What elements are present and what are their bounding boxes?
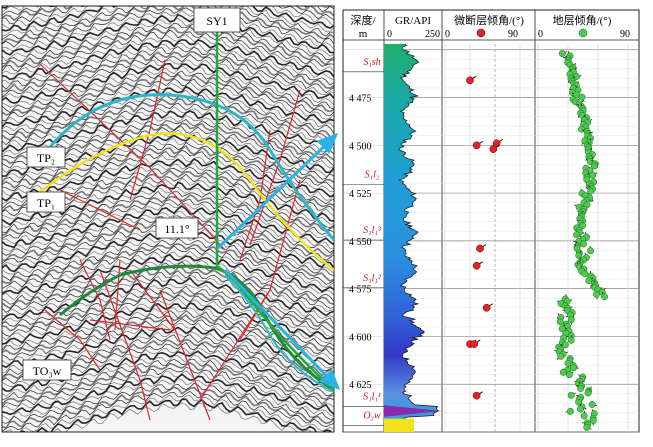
formation-label: S₁l₁³: [363, 225, 382, 236]
strata-header: 地层倾角/(°): [553, 14, 612, 27]
formation-label: S₁l₁¹: [363, 391, 381, 402]
horizon-label-tp2: TP₂: [27, 147, 65, 167]
svg-text:TP₂: TP₂: [37, 151, 55, 165]
formation-label: S₁l₂: [365, 170, 380, 181]
strata-dip-point: [568, 392, 574, 398]
strata-dip-point: [576, 252, 582, 258]
formation-label: S₁sh: [363, 57, 380, 68]
strata-dip-point: [589, 172, 595, 178]
gr-max: 250: [425, 29, 440, 40]
horizon-label-tp1: TP₁: [27, 192, 65, 212]
svg-text:TO₃w: TO₃w: [33, 364, 62, 378]
fault-dip-point: [466, 77, 473, 84]
fault-min: 0: [445, 29, 450, 40]
strata-dip-point: [589, 401, 595, 407]
depth-label: 4 475: [349, 94, 372, 105]
gr-base-fill: [384, 419, 414, 432]
fault-dip-point: [473, 392, 480, 399]
strata-dip-point: [573, 232, 579, 238]
strata-dip-point: [562, 342, 568, 348]
strata-legend-dot: [579, 29, 587, 37]
depth-label: 4 525: [349, 189, 372, 200]
strata-dip-point: [587, 248, 593, 254]
strata-dip-point: [584, 424, 590, 430]
depth-label: 4 500: [349, 141, 372, 152]
svg-text:TP₁: TP₁: [37, 196, 55, 210]
fault-dip-point: [476, 245, 483, 252]
strata-dip-point: [559, 50, 565, 56]
strata-dip-point: [560, 369, 566, 375]
strata-min: 0: [538, 29, 543, 40]
fault-dip-point: [473, 142, 480, 149]
depth-header: 深度/: [350, 13, 376, 27]
strata-dip-point: [557, 319, 563, 325]
depth-label: 4 550: [349, 237, 372, 248]
strata-dip-point: [566, 371, 572, 377]
gr-min: 0: [387, 29, 392, 40]
svg-text:11.1°: 11.1°: [164, 222, 190, 236]
formation-label: O₃w: [363, 410, 381, 421]
fault-max: 90: [508, 29, 518, 40]
well-label-box: SY1: [194, 8, 240, 32]
gr-header: GR/API: [395, 15, 431, 27]
depth-label: 4 625: [349, 380, 372, 391]
fault-dip-point: [473, 262, 480, 269]
strata-dip-point: [558, 353, 564, 359]
depth-label: 4 600: [349, 332, 372, 343]
fault-dip-point: [483, 304, 490, 311]
strata-dip-point: [582, 271, 588, 277]
strata-dip-point: [593, 291, 599, 297]
well-label: SY1: [206, 14, 227, 28]
strata-max: 90: [620, 29, 630, 40]
strata-dip-point: [585, 390, 591, 396]
strata-dip-point: [601, 293, 607, 299]
fault-header: 微断层倾角/(°): [454, 13, 524, 27]
strata-dip-point: [567, 408, 573, 414]
well-log-panel: 深度/ m GR/API 0 250 微断层倾角/(°) 0 90 地层倾角/(…: [343, 10, 639, 432]
strata-dip-point: [587, 188, 593, 194]
strata-dip-point: [579, 94, 585, 100]
strata-dip-point: [577, 406, 583, 412]
strata-dip-point: [590, 417, 596, 423]
strata-dip-point: [577, 385, 583, 391]
fault-dip-point: [490, 146, 497, 153]
fault-legend-dot: [477, 29, 485, 37]
strata-dip-point: [581, 413, 587, 419]
strata-dip-point: [580, 241, 586, 247]
seismic-section: SY1 TP₂ TP₁ TO₃w 11.1°: [2, 0, 334, 442]
formation-label: S₁l₁²: [363, 273, 382, 284]
depth-unit: m: [359, 28, 368, 40]
angle-label: 11.1°: [156, 218, 198, 238]
fault-dip-point: [471, 340, 478, 347]
strata-dip-point: [568, 337, 574, 343]
horizon-label-to3w: TO₃w: [23, 360, 71, 380]
depth-label: 4 575: [349, 285, 372, 296]
strata-dip-point: [570, 365, 576, 371]
strata-dip-point: [568, 316, 574, 322]
